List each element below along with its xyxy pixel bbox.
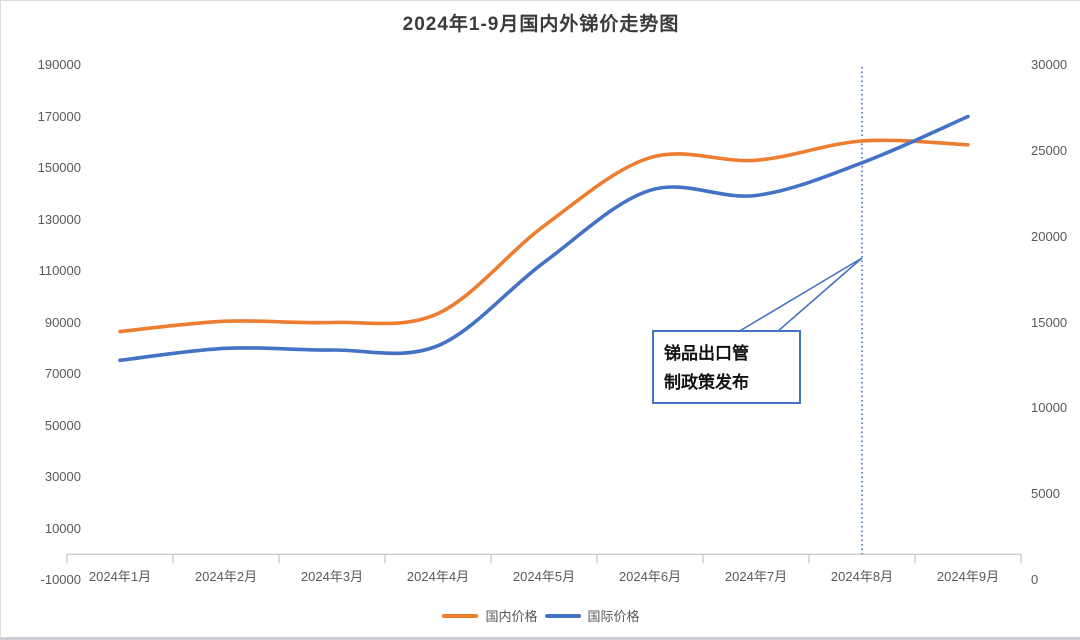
chart-legend: 国内价格 国际价格	[1, 606, 1080, 625]
annotation-callout-text: 锑品出口管 制政策发布	[664, 339, 794, 397]
left-axis-tick-label: 90000	[44, 314, 81, 330]
annotation-line-2: 制政策发布	[664, 373, 749, 392]
left-axis-tick-label: 30000	[44, 469, 81, 484]
domestic-price-line	[118, 138, 970, 334]
left-axis-tick-label: 130000	[37, 211, 81, 227]
chart-title: 2024年1-9月国内外锑价走势图	[402, 14, 680, 35]
right-axis-tick-label: 25000	[1031, 142, 1068, 158]
annotation-line-1: 锑品出口管	[664, 344, 749, 363]
legend-swatch-international	[544, 613, 581, 618]
x-axis-category-label: 2024年5月	[512, 569, 576, 584]
x-axis-category-label: 2024年4月	[406, 569, 470, 584]
x-axis-category-label: 2024年2月	[194, 569, 258, 584]
left-axis-tick-label: 150000	[37, 160, 81, 175]
x-axis-category-label: 2024年3月	[300, 569, 364, 584]
left-axis-tick-label: 110000	[38, 263, 81, 278]
left-axis-tick-label: 70000	[44, 366, 81, 381]
annotation-callout-box	[652, 330, 801, 404]
left-axis-tick-label: 10000	[44, 520, 81, 536]
right-axis-tick-label: 0	[1031, 572, 1039, 587]
right-axis-tick-label: 30000	[1031, 57, 1068, 72]
legend-label-international: 国际价格	[587, 609, 640, 624]
left-axis-tick-label: 170000	[37, 108, 81, 124]
x-axis-category-label: 2024年9月	[936, 569, 1000, 584]
right-axis-tick-label: 20000	[1031, 228, 1068, 244]
x-axis-category-label: 2024年6月	[618, 569, 682, 584]
annotation-pointer	[735, 257, 863, 333]
legend-label-domestic: 国内价格	[485, 609, 538, 624]
x-axis-category-label: 2024年1月	[88, 569, 152, 584]
right-axis-tick-label: 5000	[1031, 486, 1060, 502]
left-axis-tick-label: -10000	[40, 572, 81, 587]
right-axis-tick-label: 15000	[1031, 314, 1068, 330]
right-axis-tick-label: 10000	[1031, 400, 1068, 416]
left-axis-tick-label: 190000	[37, 57, 81, 72]
left-axis-tick-label: 50000	[44, 417, 81, 433]
x-axis-category-label: 2024年7月	[724, 569, 788, 584]
x-axis-category-label: 2024年8月	[830, 569, 894, 584]
international-price-line	[118, 114, 970, 363]
legend-swatch-domestic	[442, 613, 479, 618]
